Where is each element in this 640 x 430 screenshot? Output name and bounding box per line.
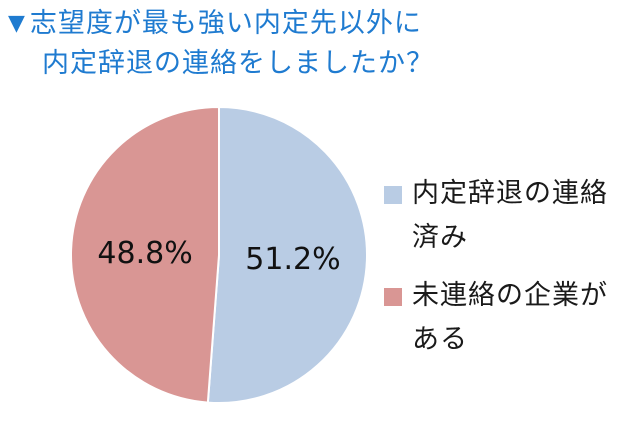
legend-item-contacted: 内定辞退の連絡 済み <box>384 172 634 260</box>
slice-label-not-contacted: 48.8% <box>97 236 192 271</box>
legend-label-contacted-line-2: 済み <box>412 216 634 260</box>
legend-label-not-contacted-line-1: 未連絡の企業が <box>412 274 634 318</box>
legend: 内定辞退の連絡 済み 未連絡の企業が ある <box>384 172 634 376</box>
legend-label-not-contacted-line-2: ある <box>412 318 634 362</box>
legend-swatch-not-contacted <box>384 288 402 306</box>
legend-item-not-contacted: 未連絡の企業が ある <box>384 274 634 362</box>
slice-label-contacted: 51.2% <box>245 242 340 277</box>
legend-label-contacted-line-1: 内定辞退の連絡 <box>412 172 634 216</box>
legend-swatch-contacted <box>384 186 402 204</box>
